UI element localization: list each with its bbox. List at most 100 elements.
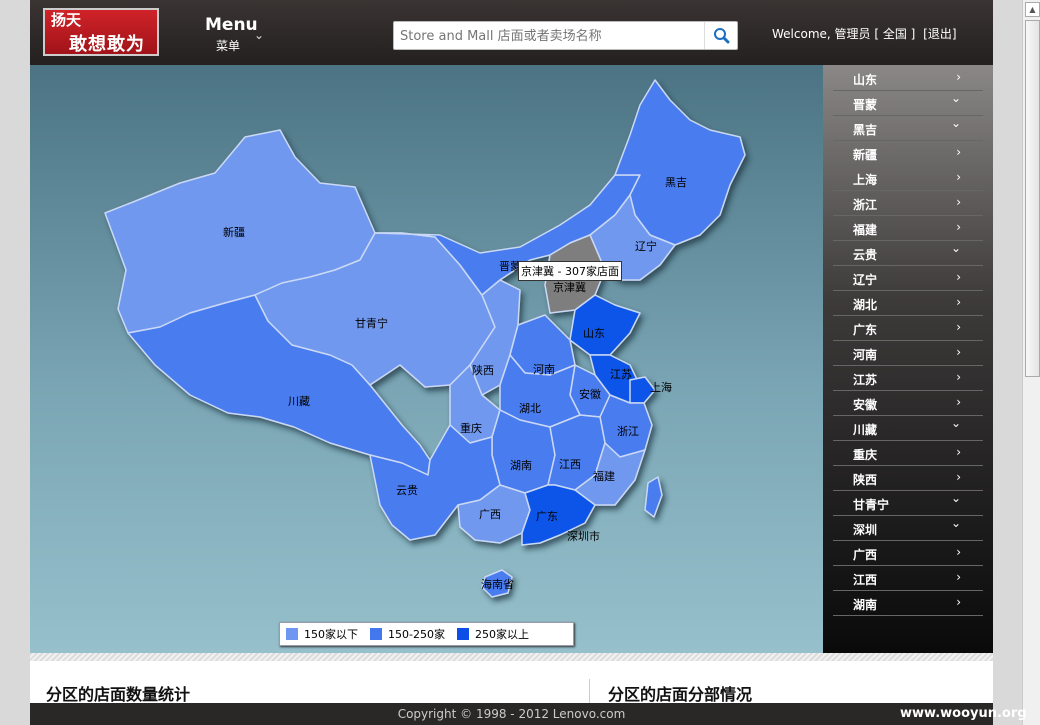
chevron-right-icon[interactable]: › — [956, 345, 961, 359]
sidebar-item[interactable]: 上海 › — [833, 167, 983, 191]
chevron-right-icon[interactable]: › — [956, 395, 961, 409]
sidebar-item[interactable]: 广西 › — [833, 542, 983, 566]
map-label-guangdong[interactable]: 广东 — [536, 510, 558, 523]
map-label-hainan[interactable]: 海南省 — [481, 578, 514, 591]
menu-button[interactable]: Menu — [205, 15, 258, 35]
chevron-down-icon[interactable]: ⌄ — [950, 491, 961, 505]
sidebar-item[interactable]: 晋蒙 ⌄ — [833, 91, 983, 116]
section-divider-stripe — [30, 653, 993, 661]
sidebar-item[interactable]: 黑吉 ⌄ — [833, 116, 983, 141]
chevron-down-icon[interactable]: ⌄ — [950, 116, 961, 130]
sidebar-item[interactable]: 江西 › — [833, 567, 983, 591]
map-label-jiangsu[interactable]: 江苏 — [610, 368, 632, 381]
sidebar-item[interactable]: 湖南 › — [833, 592, 983, 616]
map-label-henan[interactable]: 河南 — [533, 363, 555, 376]
chevron-down-icon[interactable]: ⌄ — [950, 516, 961, 530]
sidebar-item[interactable]: 山东 › — [833, 67, 983, 91]
map-label-anhui[interactable]: 安徽 — [579, 388, 601, 401]
search-button[interactable] — [704, 22, 737, 49]
watermark: www.wooyun.org — [900, 706, 1027, 721]
logout-link[interactable]: [退出] — [923, 27, 957, 41]
map-label-heiji[interactable]: 黑吉 — [665, 176, 687, 189]
chevron-right-icon[interactable]: › — [956, 220, 961, 234]
chevron-right-icon[interactable]: › — [956, 545, 961, 559]
map-label-jiangxi[interactable]: 江西 — [559, 458, 581, 471]
map-label-hunan[interactable]: 湖南 — [510, 459, 532, 472]
map-label-hubei[interactable]: 湖北 — [519, 402, 541, 415]
sidebar-item-label: 福建 — [853, 223, 878, 237]
map-label-jinmeng[interactable]: 晋蒙 — [499, 260, 521, 273]
user-welcome: Welcome, 管理员 [ 全国 ] [退出] — [772, 25, 961, 42]
chevron-right-icon[interactable]: › — [956, 320, 961, 334]
sidebar-item-label: 广东 — [853, 323, 878, 337]
sidebar-item[interactable]: 陕西 › — [833, 467, 983, 491]
map-label-xinjiang[interactable]: 新疆 — [223, 226, 245, 239]
chevron-right-icon[interactable]: › — [956, 595, 961, 609]
search-box — [393, 21, 738, 50]
region-shandong — [569, 294, 641, 356]
map-label-yungui[interactable]: 云贵 — [396, 484, 418, 497]
map-label-shanghai[interactable]: 上海 — [650, 381, 672, 394]
map-label-guangxi[interactable]: 广西 — [479, 508, 501, 521]
chevron-right-icon[interactable]: › — [956, 570, 961, 584]
sidebar-item[interactable]: 新疆 › — [833, 142, 983, 166]
chevron-right-icon[interactable]: › — [956, 370, 961, 384]
sidebar-item[interactable]: 河南 › — [833, 342, 983, 366]
sidebar-item[interactable]: 云贵 ⌄ — [833, 241, 983, 266]
sidebar-item[interactable]: 深圳 ⌄ — [833, 516, 983, 541]
region-fujian — [574, 442, 646, 506]
legend-item-low: 150家以下 — [286, 626, 358, 642]
map-label-ganqingning[interactable]: 甘青宁 — [355, 317, 388, 330]
map-label-fujian[interactable]: 福建 — [593, 470, 615, 483]
chevron-right-icon[interactable]: › — [956, 470, 961, 484]
sidebar-item-label: 上海 — [853, 173, 878, 187]
chevron-down-icon[interactable]: ⌄ — [950, 416, 961, 430]
scroll-up-arrow-icon[interactable]: ▲ — [1025, 2, 1040, 17]
sidebar-item-label: 湖南 — [853, 598, 878, 612]
region-chuanzang — [127, 294, 431, 476]
sidebar-item[interactable]: 广东 › — [833, 317, 983, 341]
sidebar-item[interactable]: 福建 › — [833, 217, 983, 241]
sidebar-item-label: 浙江 — [853, 198, 878, 212]
map-label-chongqing[interactable]: 重庆 — [460, 422, 482, 435]
brand-logo[interactable]: 扬天 敢想敢为 — [43, 8, 159, 56]
sidebar-item[interactable]: 重庆 › — [833, 442, 983, 466]
sidebar-item[interactable]: 甘青宁 ⌄ — [833, 491, 983, 516]
chevron-down-icon[interactable]: ⌄ — [950, 91, 961, 105]
chevron-right-icon[interactable]: › — [956, 270, 961, 284]
chevron-right-icon[interactable]: › — [956, 195, 961, 209]
search-input[interactable] — [398, 25, 702, 47]
sidebar-item-label: 深圳 — [853, 523, 878, 537]
sidebar-item[interactable]: 辽宁 › — [833, 267, 983, 291]
stats-section: 分区的店面数量统计 分区的店面分部情况 — [30, 661, 993, 704]
sidebar-item[interactable]: 江苏 › — [833, 367, 983, 391]
sidebar-item[interactable]: 浙江 › — [833, 192, 983, 216]
map-label-shenzhen[interactable]: 深圳市 — [567, 530, 600, 543]
map-label-shandong[interactable]: 山东 — [583, 327, 605, 340]
sidebar-item-label: 江西 — [853, 573, 878, 587]
legend-item-mid: 150-250家 — [370, 626, 445, 642]
sidebar-item-label: 湖北 — [853, 298, 878, 312]
chevron-down-icon[interactable]: ⌄ — [254, 28, 265, 42]
chevron-right-icon[interactable]: › — [956, 170, 961, 184]
legend-label-low: 150家以下 — [304, 628, 358, 641]
map-label-zhejiang[interactable]: 浙江 — [617, 425, 639, 438]
chevron-right-icon[interactable]: › — [956, 445, 961, 459]
map-label-liaoning[interactable]: 辽宁 — [635, 240, 657, 253]
sidebar-item[interactable]: 湖北 › — [833, 292, 983, 316]
map-label-shaanxi[interactable]: 陕西 — [472, 364, 494, 377]
sidebar-item-label: 河南 — [853, 348, 878, 362]
chevron-right-icon[interactable]: › — [956, 295, 961, 309]
chevron-right-icon[interactable]: › — [956, 70, 961, 84]
legend-swatch-low — [286, 628, 298, 640]
region-guangdong — [521, 484, 596, 546]
map-label-jingjinji[interactable]: 京津冀 — [553, 281, 586, 294]
chevron-down-icon[interactable]: ⌄ — [950, 241, 961, 255]
chevron-right-icon[interactable]: › — [956, 145, 961, 159]
sidebar-item-label: 陕西 — [853, 473, 878, 487]
sidebar-item[interactable]: 川藏 ⌄ — [833, 416, 983, 441]
vertical-scrollbar[interactable]: ▲ — [1022, 0, 1040, 725]
map-label-chuanzang[interactable]: 川藏 — [288, 395, 310, 408]
sidebar-item[interactable]: 安徽 › — [833, 392, 983, 416]
scroll-thumb[interactable] — [1025, 20, 1040, 377]
